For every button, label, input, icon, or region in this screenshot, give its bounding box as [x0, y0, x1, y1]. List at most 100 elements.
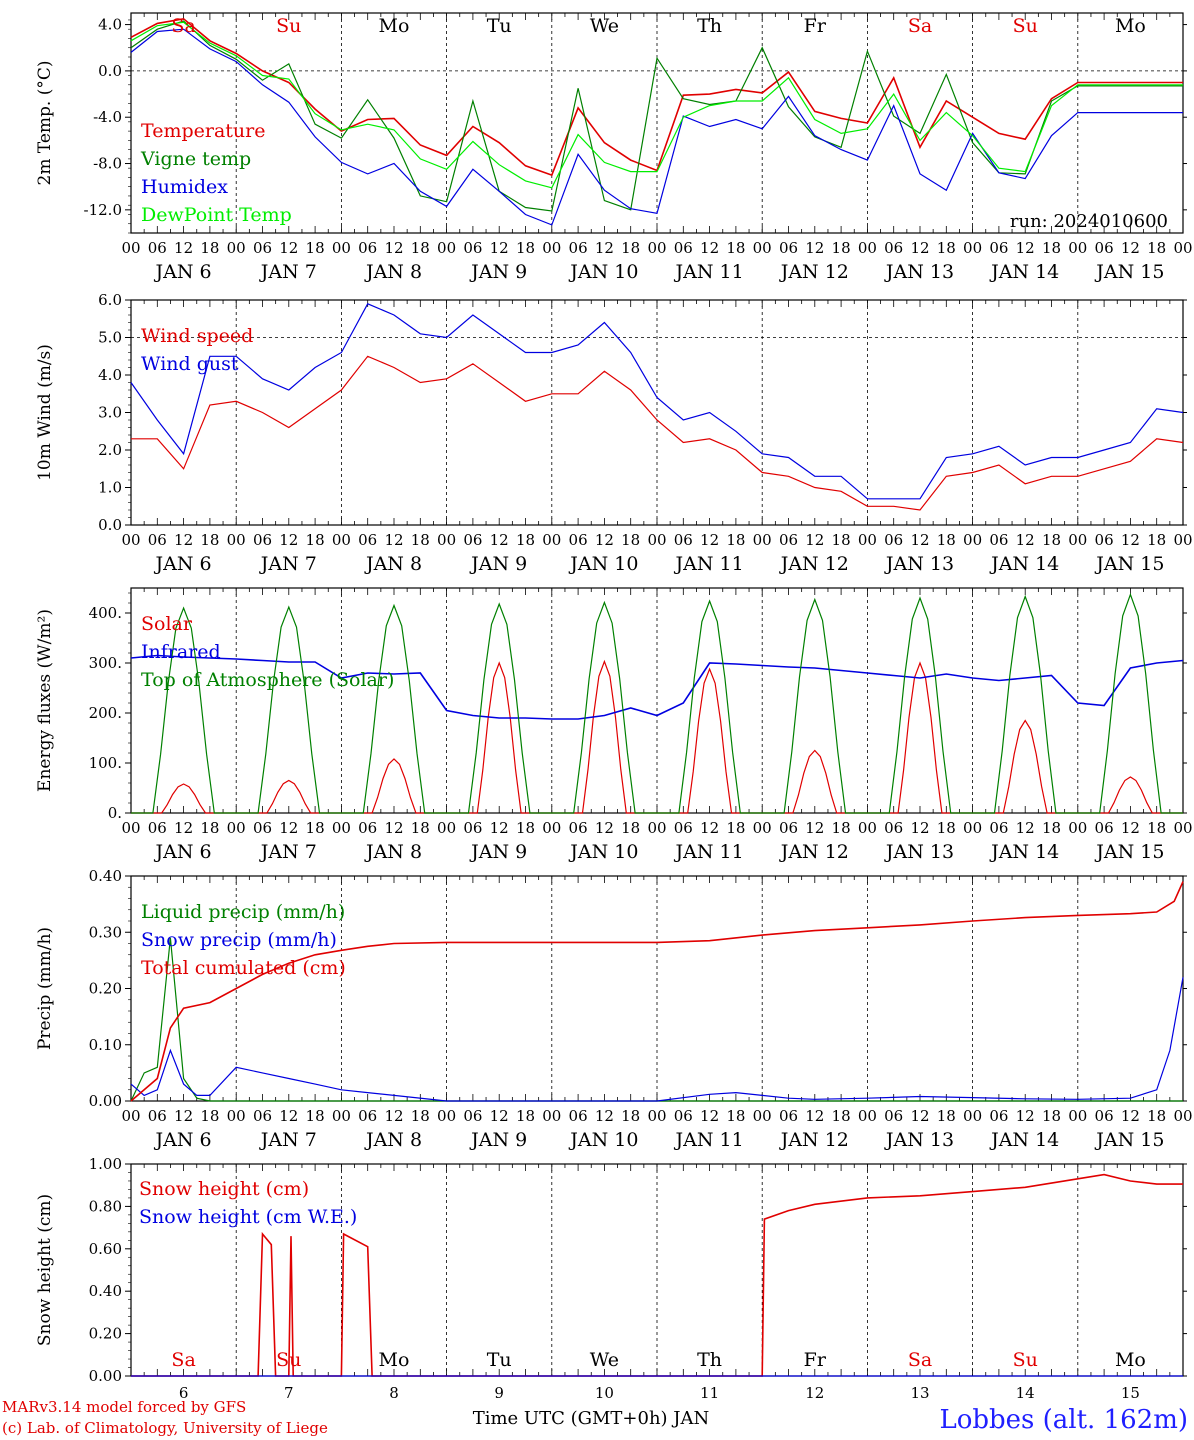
x-hour-label: 00 — [227, 531, 246, 549]
x-date-label: JAN 10 — [568, 1129, 638, 1151]
x-hour-label: 06 — [1095, 239, 1114, 257]
x-hour-label: 06 — [463, 1107, 482, 1125]
y-tick-label: 300. — [89, 654, 122, 672]
x-hour-label: 18 — [937, 1107, 956, 1125]
x-hour-label: 12 — [1121, 239, 1140, 257]
x-hour-label: 12 — [595, 1107, 614, 1125]
x-date-label: JAN 8 — [364, 553, 422, 575]
legend-entry: Snow precip (mm/h) — [141, 929, 337, 951]
y-axis-label: Energy fluxes (W/m²) — [35, 609, 55, 792]
series-line-wind-speed — [131, 355, 1184, 511]
y-tick-label: 400. — [89, 604, 122, 622]
x-hour-label: 18 — [516, 1107, 535, 1125]
day-name: Th — [697, 15, 722, 37]
x-hour-label: 18 — [1042, 819, 1061, 837]
x-date-label: JAN 9 — [469, 553, 527, 575]
model-credit: MARv3.14 model forced by GFS — [2, 1398, 246, 1416]
x-hour-label: 12 — [910, 1107, 929, 1125]
x-hour-label: 12 — [384, 1107, 403, 1125]
x-hour-label: 00 — [1173, 1107, 1192, 1125]
x-hour-label: 12 — [490, 239, 509, 257]
x-day-number: 12 — [805, 1384, 824, 1402]
x-hour-label: 06 — [1095, 819, 1114, 837]
x-hour-label: 00 — [963, 239, 982, 257]
series-line-vigne-temp — [130, 20, 1183, 212]
series-line-snow-precip-mm-h- — [130, 977, 1184, 1102]
x-date-label: JAN 6 — [154, 841, 212, 863]
x-date-label: JAN 13 — [884, 261, 954, 283]
x-day-number: 7 — [284, 1384, 294, 1402]
x-hour-label: 18 — [621, 531, 640, 549]
x-date-label: JAN 10 — [568, 841, 638, 863]
y-tick-label: 6.0 — [98, 291, 122, 309]
x-hour-label: 12 — [595, 239, 614, 257]
x-hour-label: 12 — [700, 239, 719, 257]
x-date-label: JAN 14 — [989, 1129, 1059, 1151]
panel-2: 0.0 1.0 2.0 3.0 4.0 5.0 6.0 10m Wind (m/s) Wind … — [35, 291, 1193, 575]
x-hour-label: 18 — [832, 239, 851, 257]
x-date-label: JAN 8 — [364, 1129, 422, 1151]
x-hour-label: 06 — [884, 531, 903, 549]
x-hour-label: 12 — [490, 531, 509, 549]
x-hour-label: 12 — [595, 531, 614, 549]
x-hour-label: 06 — [253, 239, 272, 257]
x-hour-label: 12 — [1016, 239, 1035, 257]
x-date-label: JAN 6 — [154, 1129, 212, 1151]
y-tick-label: 0.40 — [89, 1282, 122, 1300]
x-date-label: JAN 8 — [364, 261, 422, 283]
x-hour-label: 12 — [1016, 531, 1035, 549]
x-hour-label: 12 — [1121, 531, 1140, 549]
x-hour-label: 18 — [1042, 239, 1061, 257]
x-date-label: JAN 15 — [1094, 553, 1164, 575]
x-hour-label: 00 — [332, 819, 351, 837]
x-hour-label: 00 — [542, 819, 561, 837]
x-hour-label: 18 — [306, 239, 325, 257]
x-hour-label: 18 — [1042, 1107, 1061, 1125]
legend-entry: Total cumulated (cm) — [141, 957, 346, 979]
x-hour-label: 12 — [1121, 819, 1140, 837]
x-hour-label: 06 — [253, 819, 272, 837]
x-hour-label: 12 — [805, 819, 824, 837]
series-line-dewpoint-temp — [130, 21, 1183, 189]
x-hour-label: 00 — [1068, 819, 1087, 837]
x-hour-label: 00 — [121, 239, 140, 257]
x-date-label: JAN 12 — [779, 261, 849, 283]
x-hour-label: 18 — [621, 1107, 640, 1125]
run-annotation: run: 2024010600 — [1010, 211, 1168, 232]
x-hour-label: 00 — [963, 819, 982, 837]
day-name: Th — [697, 1349, 722, 1371]
x-hour-label: 00 — [1173, 819, 1192, 837]
x-hour-label: 00 — [542, 239, 561, 257]
x-date-label: JAN 7 — [259, 1129, 317, 1151]
x-date-label: JAN 12 — [779, 841, 849, 863]
x-hour-label: 06 — [1095, 1107, 1114, 1125]
x-hour-label: 00 — [227, 1107, 246, 1125]
y-tick-label: 1.0 — [98, 479, 122, 497]
x-date-label: JAN 6 — [154, 553, 212, 575]
x-hour-label: 12 — [279, 819, 298, 837]
x-day-number: 13 — [910, 1384, 929, 1402]
x-hour-label: 06 — [358, 1107, 377, 1125]
x-hour-label: 06 — [674, 531, 693, 549]
x-hour-label: 12 — [490, 1107, 509, 1125]
x-hour-label: 00 — [121, 819, 140, 837]
x-hour-label: 12 — [174, 1107, 193, 1125]
x-hour-label: 06 — [674, 239, 693, 257]
x-hour-label: 12 — [384, 239, 403, 257]
x-hour-label: 12 — [910, 819, 929, 837]
x-hour-label: 06 — [569, 819, 588, 837]
x-date-label: JAN 9 — [469, 1129, 527, 1151]
x-hour-label: 18 — [832, 531, 851, 549]
y-tick-label: 3.0 — [98, 404, 122, 422]
x-hour-label: 00 — [437, 531, 456, 549]
x-hour-label: 00 — [332, 1107, 351, 1125]
x-hour-label: 06 — [463, 531, 482, 549]
x-hour-label: 18 — [306, 531, 325, 549]
series-line-wind-gust — [130, 303, 1184, 500]
x-hour-label: 12 — [1016, 1107, 1035, 1125]
x-hour-label: 00 — [858, 531, 877, 549]
x-hour-label: 06 — [148, 239, 167, 257]
day-name: Mo — [379, 15, 410, 37]
x-hour-label: 06 — [569, 531, 588, 549]
x-hour-label: 12 — [490, 819, 509, 837]
